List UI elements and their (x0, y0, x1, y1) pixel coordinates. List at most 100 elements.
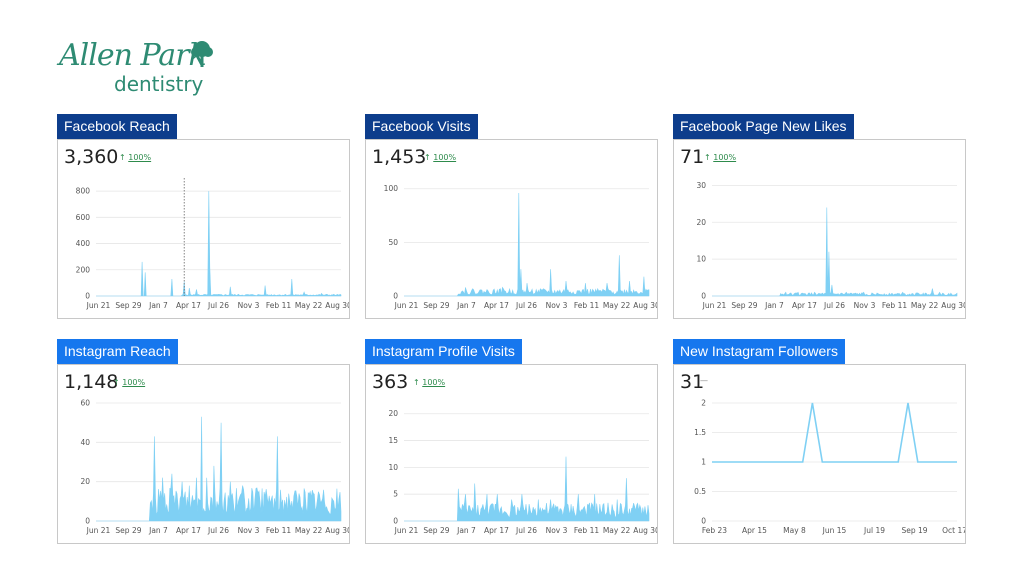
x-tick-label: Aug 30 (941, 301, 965, 310)
panel-title: New Instagram Followers (673, 339, 845, 364)
arrow-up-icon: ↑ (704, 153, 714, 162)
y-tick-label: 0.5 (694, 487, 706, 496)
x-tick-label: Sep 19 (901, 526, 927, 535)
x-tick-label: Jan 7 (764, 301, 784, 310)
y-tick-label: 30 (696, 181, 706, 190)
x-tick-label: Feb 11 (266, 301, 291, 310)
kpi-value: 3,360 (64, 146, 119, 168)
y-tick-label: 20 (388, 409, 398, 418)
x-tick-label: Nov 3 (546, 301, 568, 310)
y-tick-label: 5 (393, 490, 398, 499)
y-tick-label: 1 (701, 458, 706, 467)
y-tick-label: 10 (696, 255, 706, 264)
x-tick-label: Jan 7 (148, 526, 168, 535)
facebook-visits-chart: 0 50 100 Jun 21 Sep 29 Jan 7 Apr 17 Jul 26 Nov 3… (384, 184, 657, 310)
x-tick-label: Jul 19 (863, 526, 885, 535)
trend-percent: 100% (422, 378, 446, 387)
y-tick-label: 0 (701, 292, 706, 301)
x-tick-label: Sep 29 (423, 301, 449, 310)
x-tick-label: Apr 17 (792, 301, 817, 310)
new-instagram-followers-chart: 0 0.5 1 1.5 2 Feb 23 Apr 15 May 8 Jun 15 Jul 19 Se… (694, 399, 965, 536)
y-tick-label: 600 (76, 213, 91, 222)
series-area (404, 192, 650, 297)
x-tick-label: May 22 (603, 526, 631, 535)
x-tick-label: May 22 (295, 526, 323, 535)
arrow-up-icon: ↑ (119, 153, 129, 162)
trend-indicator: ↑ 100% (424, 153, 456, 162)
facebook-new-likes-chart: 0 10 20 30 Jun 21 Sep 29 Jan 7 Apr 17 Jul 26 Nov … (696, 181, 965, 310)
trend-percent: 100% (128, 153, 152, 162)
y-tick-label: 200 (76, 265, 91, 274)
x-tick-label: Aug 30 (633, 526, 657, 535)
panel-title: Facebook Reach (57, 114, 177, 139)
y-tick-label: 400 (76, 239, 91, 248)
trend-indicator: ↑ 100% (413, 378, 445, 387)
trend-indicator: ↑ 100% (119, 153, 151, 162)
x-tick-label: Nov 3 (238, 301, 260, 310)
x-tick-label: Jun 15 (822, 526, 847, 535)
x-tick-label: Jan 7 (456, 526, 476, 535)
x-tick-label: Apr 17 (484, 301, 509, 310)
series-area (404, 456, 650, 522)
tree-icon (191, 41, 213, 67)
chart-card: 1,148 ↑ 100% 0 20 40 60 Jun 21 Sep 29 Jan 7 Apr… (57, 364, 350, 544)
x-tick-label: Jun 21 (86, 301, 111, 310)
x-tick-label: Jan 7 (456, 301, 476, 310)
series-area (96, 416, 342, 522)
y-tick-label: 1.5 (694, 428, 706, 437)
panel-title: Facebook Page New Likes (673, 114, 854, 139)
y-tick-label: 0 (85, 517, 90, 526)
logo-script-text: Allen Park (59, 38, 207, 73)
chart-card: 31 — 0 0.5 1 1.5 2 Feb 23 Apr 15 May 8 Jun 15 Jul… (673, 364, 966, 544)
x-tick-label: Feb 23 (702, 526, 727, 535)
arrow-up-icon: ↑ (424, 153, 434, 162)
x-tick-label: Nov 3 (854, 301, 876, 310)
trend-indicator: ↑ 100% (704, 153, 736, 162)
y-tick-label: 0 (701, 517, 706, 526)
kpi-value: 1,148 (64, 371, 119, 393)
x-tick-label: Jun 21 (394, 526, 419, 535)
series-area (96, 191, 342, 297)
trend-percent: 100% (122, 378, 146, 387)
x-tick-label: Aug 30 (633, 301, 657, 310)
x-tick-label: Aug 30 (325, 526, 349, 535)
y-tick-label: 2 (701, 399, 706, 408)
kpi-value: 31 (680, 371, 705, 393)
x-tick-label: Feb 11 (574, 526, 599, 535)
y-tick-label: 800 (76, 187, 91, 196)
x-tick-label: Apr 15 (742, 526, 767, 535)
x-tick-label: Feb 11 (882, 301, 907, 310)
x-tick-label: Jul 26 (515, 526, 537, 535)
x-tick-label: Sep 29 (115, 301, 141, 310)
y-tick-label: 0 (393, 517, 398, 526)
instagram-reach-chart: 0 20 40 60 Jun 21 Sep 29 Jan 7 Apr 17 Jul 26 Nov … (80, 399, 349, 536)
x-tick-label: Jan 7 (148, 301, 168, 310)
y-tick-label: 60 (80, 399, 90, 408)
y-tick-label: 40 (80, 438, 90, 447)
instagram-profile-visits-chart: 0 5 10 15 20 Jun 21 Sep 29 Jan 7 Apr 17 Jul 26 Nov… (388, 409, 657, 535)
kpi-value: 1,453 (372, 146, 427, 168)
y-tick-label: 0 (393, 292, 398, 301)
x-tick-label: Aug 30 (325, 301, 349, 310)
y-tick-label: 20 (696, 218, 706, 227)
x-tick-label: Jul 26 (207, 301, 229, 310)
arrow-up-icon: ↑ (113, 378, 123, 387)
series-area (712, 207, 958, 297)
panel-title: Instagram Reach (57, 339, 178, 364)
arrow-up-icon: ↑ (413, 378, 423, 387)
x-tick-label: Sep 29 (423, 526, 449, 535)
series-line (712, 402, 957, 463)
logo: Allen Park dentistry (57, 38, 217, 98)
x-tick-label: Jun 21 (86, 526, 111, 535)
x-tick-label: May 8 (783, 526, 806, 535)
logo-wordmark: dentistry (114, 72, 204, 96)
x-tick-label: Feb 11 (266, 526, 291, 535)
x-tick-label: Jul 26 (823, 301, 845, 310)
facebook-reach-chart: 0 200 400 600 800 Jun 21 Sep 29 Jan 7 Apr 17 Jul … (76, 178, 349, 310)
trend-indicator: ↑ 100% (113, 378, 145, 387)
x-tick-label: Jul 26 (207, 526, 229, 535)
y-tick-label: 10 (388, 463, 398, 472)
chart-card: 363 ↑ 100% 0 5 10 15 20 Jun 21 Sep 29 Jan 7 Apr … (365, 364, 658, 544)
x-tick-label: May 22 (603, 301, 631, 310)
y-tick-label: 20 (80, 477, 90, 486)
